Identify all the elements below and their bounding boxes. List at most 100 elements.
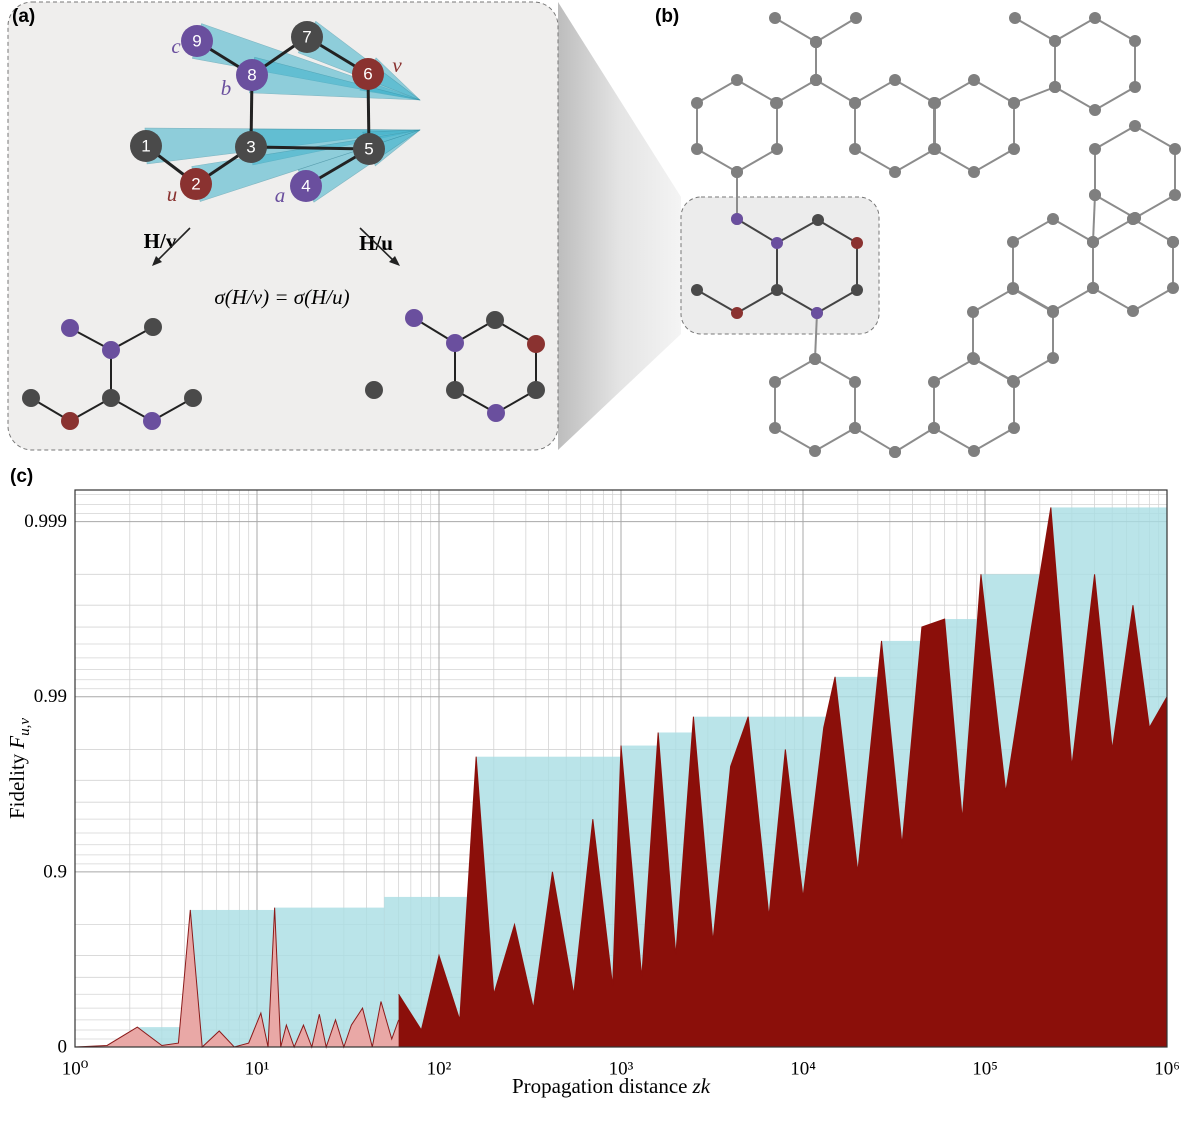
edge xyxy=(854,427,896,453)
node-label: 3 xyxy=(246,138,255,157)
node-label: 8 xyxy=(247,66,256,85)
node xyxy=(809,353,821,365)
node xyxy=(102,389,120,407)
node xyxy=(889,446,901,458)
node xyxy=(1087,236,1099,248)
ring xyxy=(1012,217,1094,313)
panel-label: (c) xyxy=(10,466,33,487)
x-tick-label: 10⁴ xyxy=(790,1059,816,1080)
node xyxy=(291,21,323,53)
node xyxy=(353,133,385,165)
node xyxy=(143,412,161,430)
node xyxy=(1047,213,1059,225)
arrowhead xyxy=(152,256,162,266)
node-tag: v xyxy=(392,53,402,77)
node xyxy=(1049,81,1061,93)
edge xyxy=(817,219,858,244)
node xyxy=(1008,376,1020,388)
node xyxy=(1167,282,1179,294)
node-label: 5 xyxy=(364,140,373,159)
node-tag: c xyxy=(171,34,181,58)
panel-a: 1 2 3 4 5 6 7 8 9c b v u a xyxy=(22,20,545,430)
node xyxy=(365,381,383,399)
node xyxy=(1009,12,1021,24)
edge xyxy=(894,427,935,453)
equation: σ(H/v) = σ(H/u) xyxy=(214,285,349,309)
node xyxy=(1008,422,1020,434)
y-axis-label: Fidelity Fu,v xyxy=(5,718,33,819)
edge xyxy=(250,145,370,151)
node-label: 1 xyxy=(141,137,150,156)
node-label: 9 xyxy=(192,32,201,51)
node xyxy=(811,307,823,319)
ring xyxy=(774,357,856,453)
node xyxy=(102,341,120,359)
node xyxy=(851,284,863,296)
node xyxy=(769,12,781,24)
node xyxy=(928,422,940,434)
node xyxy=(1008,97,1020,109)
node xyxy=(1047,352,1059,364)
edge xyxy=(776,289,818,314)
edge xyxy=(1014,17,1056,42)
inset-box xyxy=(680,196,880,335)
node xyxy=(889,74,901,86)
ring xyxy=(972,287,1054,383)
node-label: 4 xyxy=(301,177,310,196)
fidelity-area xyxy=(75,907,399,1047)
node xyxy=(812,214,824,226)
node xyxy=(1089,189,1101,201)
node xyxy=(130,130,162,162)
y-tick-label: 0.99 xyxy=(34,686,67,707)
node xyxy=(1169,189,1181,201)
node xyxy=(1089,104,1101,116)
node xyxy=(1169,143,1181,155)
node xyxy=(1008,143,1020,155)
node xyxy=(968,74,980,86)
edge xyxy=(774,17,817,43)
node xyxy=(771,284,783,296)
node xyxy=(181,25,213,57)
x-tick-label: 10⁶ xyxy=(1154,1059,1180,1080)
node xyxy=(849,97,861,109)
node xyxy=(731,166,743,178)
x-tick-label: 10⁵ xyxy=(972,1059,998,1080)
node xyxy=(61,319,79,337)
arrow xyxy=(359,227,397,264)
node xyxy=(849,143,861,155)
node xyxy=(446,334,464,352)
node xyxy=(1049,35,1061,47)
node xyxy=(1089,12,1101,24)
node xyxy=(1127,305,1139,317)
node xyxy=(968,353,980,365)
node xyxy=(771,237,783,249)
node xyxy=(180,168,212,200)
node xyxy=(769,422,781,434)
node xyxy=(849,376,861,388)
x-tick-label: 10² xyxy=(427,1059,452,1080)
edge xyxy=(776,219,819,244)
node xyxy=(928,376,940,388)
edge xyxy=(815,17,857,43)
ring xyxy=(933,357,1015,453)
node xyxy=(1129,35,1141,47)
node xyxy=(1129,81,1141,93)
node xyxy=(290,170,322,202)
node-label: 7 xyxy=(302,28,311,47)
operation: H/v xyxy=(144,229,177,253)
node xyxy=(527,381,545,399)
edge xyxy=(816,289,858,314)
node-tag: b xyxy=(221,76,232,100)
node xyxy=(1087,282,1099,294)
node xyxy=(446,381,464,399)
node xyxy=(1007,283,1019,295)
node-label: 2 xyxy=(191,175,200,194)
node xyxy=(1127,213,1139,225)
node xyxy=(851,237,863,249)
y-tick-label: 0 xyxy=(58,1037,68,1058)
node xyxy=(691,97,703,109)
panel-a-box xyxy=(7,1,559,451)
node xyxy=(769,376,781,388)
node xyxy=(184,389,202,407)
node xyxy=(889,166,901,178)
